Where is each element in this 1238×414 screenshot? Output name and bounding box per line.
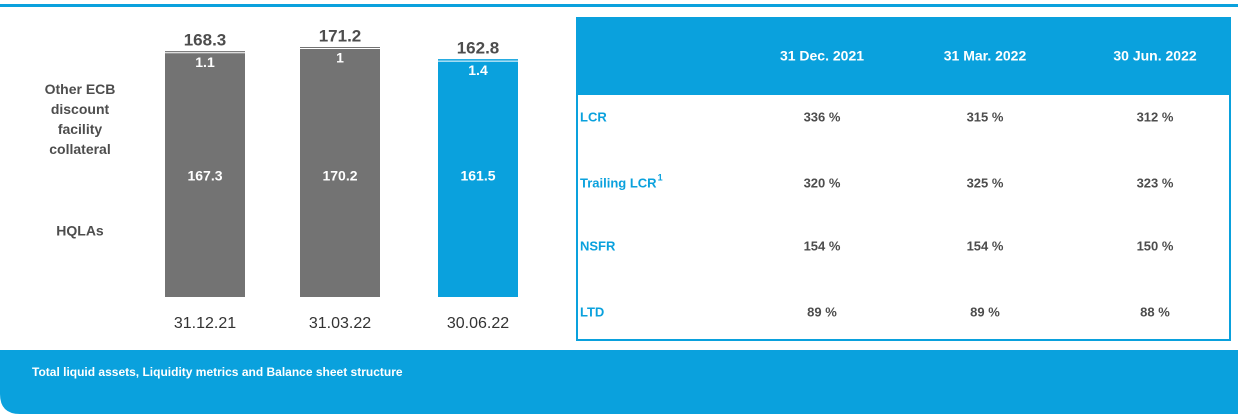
- table-cell: 88 %: [1140, 304, 1170, 319]
- table-cell: 325 %: [967, 175, 1004, 190]
- table-cell: 89 %: [807, 304, 837, 319]
- legend-line: discount: [51, 101, 110, 117]
- legend-label: HQLAs: [56, 223, 104, 239]
- segment-label: 1.1: [195, 54, 215, 70]
- x-tick-label: 31.03.22: [309, 315, 371, 332]
- x-tick-label: 31.12.21: [174, 315, 236, 332]
- bar-segment: [438, 59, 518, 62]
- bar-segment: [438, 61, 518, 297]
- segment-label: 170.2: [322, 168, 357, 184]
- segment-label: 1.4: [468, 62, 488, 78]
- x-tick-label: 30.06.22: [447, 315, 509, 332]
- segment-label: 161.5: [460, 168, 495, 184]
- total-label: 171.2: [319, 26, 362, 45]
- table-cell: 154 %: [967, 238, 1004, 253]
- row-label: LCR: [580, 109, 607, 124]
- legend-line: collateral: [49, 141, 110, 157]
- row-label: LTD: [580, 304, 604, 319]
- table-cell: 320 %: [804, 175, 841, 190]
- top-rule: [0, 4, 1238, 7]
- bar-segment: [165, 51, 245, 53]
- column-header: 30 Jun. 2022: [1113, 48, 1196, 64]
- total-label: 162.8: [457, 39, 500, 58]
- bar-segment: [165, 52, 245, 297]
- row-label: Trailing LCR: [580, 175, 657, 190]
- table-header: [577, 18, 1230, 95]
- table-cell: 323 %: [1137, 175, 1174, 190]
- table-cell: 89 %: [970, 304, 1000, 319]
- bar-segment: [300, 47, 380, 49]
- legend-line: facility: [58, 121, 103, 137]
- table-cell: 154 %: [804, 238, 841, 253]
- row-label: NSFR: [580, 238, 616, 253]
- footer-text: Total liquid assets, Liquidity metrics a…: [32, 365, 403, 379]
- legend-line: Other ECB: [45, 81, 116, 97]
- footer-band: [0, 350, 1238, 414]
- column-header: 31 Dec. 2021: [780, 48, 864, 64]
- total-label: 168.3: [184, 31, 227, 50]
- table-cell: 336 %: [804, 109, 841, 124]
- table-cell: 315 %: [967, 109, 1004, 124]
- table-cell: 312 %: [1137, 109, 1174, 124]
- footnote-mark: 1: [658, 172, 663, 182]
- segment-label: 167.3: [187, 168, 222, 184]
- bar-segment: [300, 48, 380, 297]
- legend-label: Other ECB discount facility collateral: [45, 81, 116, 157]
- table-cell: 150 %: [1137, 238, 1174, 253]
- segment-label: 1: [336, 50, 344, 66]
- column-header: 31 Mar. 2022: [944, 48, 1027, 64]
